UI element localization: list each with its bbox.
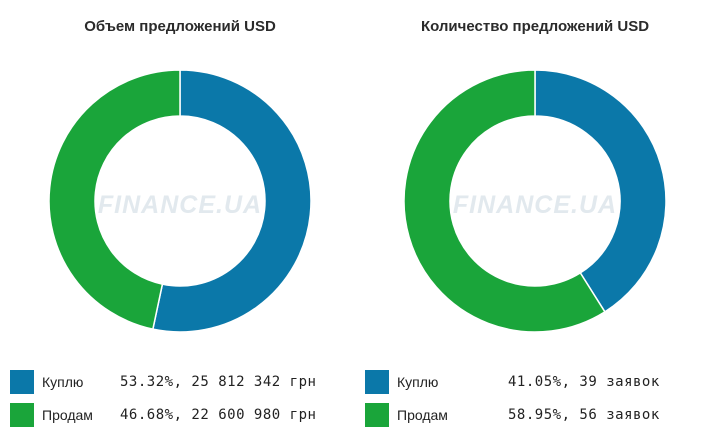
legend-value: 46.68%, 22 600 980 грн <box>120 407 317 423</box>
legend-item-sell: Продам 58.95%, 56 заявок <box>365 403 705 429</box>
legend-name: Продам <box>42 407 93 423</box>
legend-name: Куплю <box>397 374 439 390</box>
buy-swatch <box>365 370 389 394</box>
sell-swatch <box>365 403 389 427</box>
chart-title: Количество предложений USD <box>420 18 650 35</box>
chart-title: Объем предложений USD <box>84 18 276 35</box>
donut-slice-sell[interactable] <box>48 69 181 331</box>
watermark-logo: FINANCE.UA <box>452 191 618 219</box>
chart-volume: Объем предложений USD FINANCE.UA Куплю 5… <box>10 0 350 443</box>
legend-value: 41.05%, 39 заявок <box>508 374 660 390</box>
legend-value: 58.95%, 56 заявок <box>508 407 660 423</box>
legend-item-sell: Продам 46.68%, 22 600 980 грн <box>10 403 350 429</box>
donut-slice-buy[interactable] <box>534 69 667 313</box>
donut-chart-count <box>403 69 667 333</box>
legend-name: Продам <box>397 407 448 423</box>
watermark-logo: FINANCE.UA <box>97 191 263 219</box>
legend-value: 53.32%, 25 812 342 грн <box>120 374 317 390</box>
sell-swatch <box>10 403 34 427</box>
legend-item-buy: Куплю 53.32%, 25 812 342 грн <box>10 370 350 396</box>
chart-count: Количество предложений USD FINANCE.UA Ку… <box>365 0 705 443</box>
donut-slice-sell[interactable] <box>403 69 606 333</box>
donut-slice-buy[interactable] <box>151 69 312 333</box>
donut-chart-volume <box>48 69 312 333</box>
buy-swatch <box>10 370 34 394</box>
legend-item-buy: Куплю 41.05%, 39 заявок <box>365 370 705 396</box>
legend-name: Куплю <box>42 374 84 390</box>
